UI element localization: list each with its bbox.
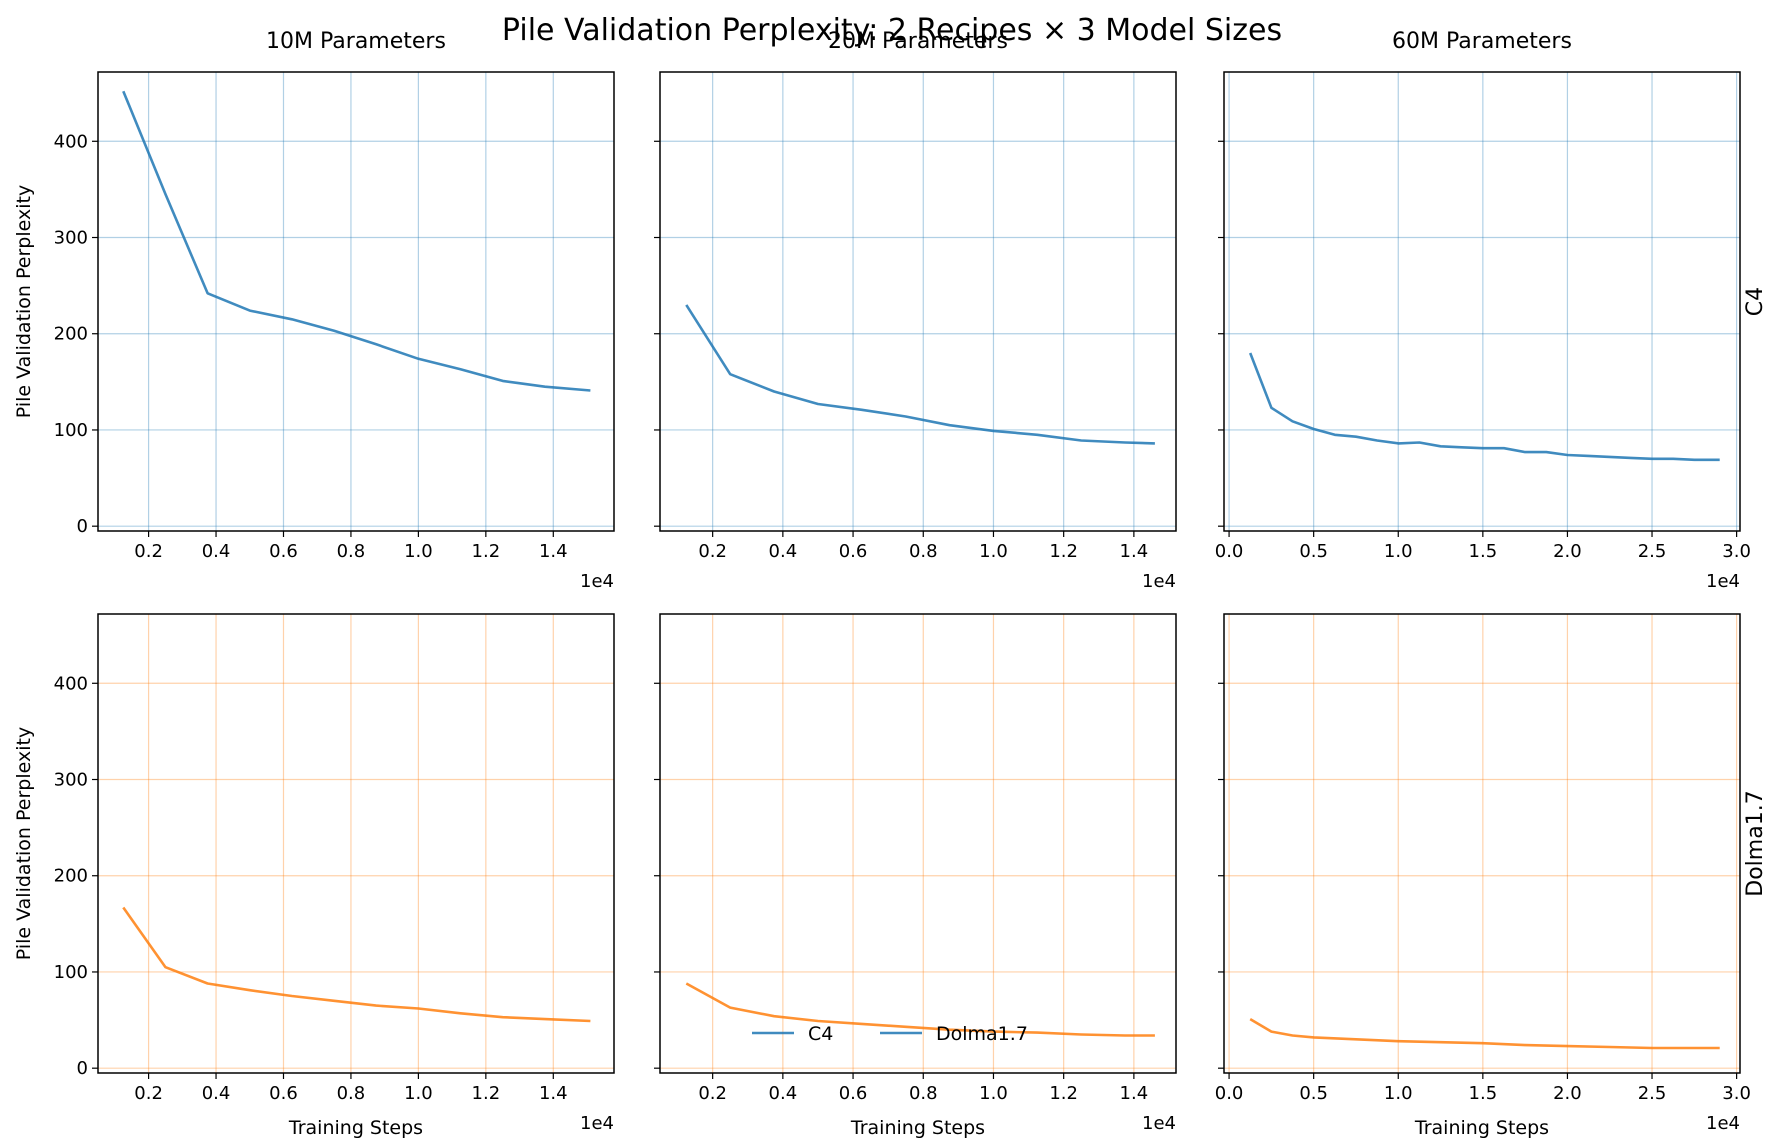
x-tick-label: 0.0 — [1215, 1083, 1244, 1104]
x-tick-label: 1.5 — [1469, 541, 1498, 562]
x-tick-label: 1.2 — [1049, 541, 1078, 562]
x-tick-label: 0.8 — [909, 1083, 938, 1104]
plot-frame — [1223, 71, 1741, 532]
x-tick-label: 0.2 — [134, 541, 163, 562]
x-tick-label: 1.4 — [539, 541, 568, 562]
x-tick-label: 1.0 — [979, 541, 1008, 562]
legend: C4 Dolma1.7 — [752, 1023, 1028, 1045]
x-tick-label: 0.6 — [839, 541, 868, 562]
y-tick-label: 200 — [54, 866, 88, 887]
series-line — [122, 90, 591, 392]
x-tick-label: 2.0 — [1553, 1083, 1582, 1104]
panel-2: 0.2 0.4 0.6 0.8 1.0 1.2 1.4 1e4 20M Parameters — [654, 29, 1177, 592]
x-tick-label: 0.2 — [134, 1083, 163, 1104]
x-tick-label: 2.5 — [1638, 541, 1667, 562]
series-line — [122, 906, 591, 1023]
figure-title: Pile Validation Perplexity: 2 Recipes × … — [502, 13, 1282, 48]
x-tick-label: 0.8 — [337, 541, 366, 562]
row-label: C4 — [1743, 287, 1768, 316]
x-tick-label: 2.0 — [1553, 541, 1582, 562]
x-axis-label: Training Steps — [850, 1117, 985, 1139]
plot-frame — [1223, 613, 1741, 1074]
column-title: 20M Parameters — [828, 29, 1008, 54]
y-tick-label: 0 — [77, 516, 88, 537]
plot-frame — [659, 71, 1177, 532]
x-tick-label: 0.4 — [202, 541, 231, 562]
series-line — [1249, 1017, 1720, 1050]
legend-label: C4 — [808, 1023, 833, 1045]
x-tick-label: 1.4 — [539, 1083, 568, 1104]
x-tick-label: 1.0 — [1384, 1083, 1413, 1104]
x-tick-label: 3.0 — [1722, 1083, 1751, 1104]
x-tick-label: 0.2 — [698, 1083, 727, 1104]
panel-3: 0.0 0.5 1.0 1.5 2.0 2.5 3.0 1e4 60M Parameters C4 — [1215, 29, 1768, 592]
y-tick-label: 400 — [54, 131, 88, 152]
x-tick-label: 1.0 — [1384, 541, 1413, 562]
series-line — [685, 982, 1155, 1037]
x-tick-label: 1.5 — [1469, 1083, 1498, 1104]
plot-frame — [659, 613, 1177, 1074]
x-axis-label: Training Steps — [1414, 1117, 1549, 1139]
x-tick-label: 0.6 — [269, 541, 298, 562]
x-tick-label: 0.6 — [269, 1083, 298, 1104]
x-multiplier-label: 1e4 — [1142, 1113, 1176, 1134]
x-multiplier-label: 1e4 — [1706, 1113, 1740, 1134]
x-axis-label: Training Steps — [288, 1117, 423, 1139]
y-axis-label: Pile Validation Perplexity — [13, 727, 35, 960]
x-tick-label: 1.2 — [472, 1083, 501, 1104]
x-tick-label: 3.0 — [1722, 541, 1751, 562]
x-tick-label: 0.4 — [769, 1083, 798, 1104]
x-tick-label: 0.5 — [1299, 541, 1328, 562]
x-tick-label: 0.4 — [202, 1083, 231, 1104]
x-tick-label: 0.8 — [337, 1083, 366, 1104]
panel-1: 0.2 0.4 0.6 0.8 1.0 1.2 1.4 0 100 200 300 400 1e4 10M… — [13, 29, 615, 592]
x-multiplier-label: 1e4 — [1706, 571, 1740, 592]
column-title: 10M Parameters — [266, 29, 446, 54]
x-tick-label: 1.2 — [472, 541, 501, 562]
x-tick-label: 2.5 — [1638, 1083, 1667, 1104]
x-tick-label: 0.2 — [698, 541, 727, 562]
column-title: 60M Parameters — [1392, 29, 1572, 54]
y-tick-label: 100 — [54, 962, 88, 983]
series-line — [685, 304, 1155, 445]
x-tick-label: 0.5 — [1299, 1083, 1328, 1104]
y-tick-label: 400 — [54, 673, 88, 694]
legend-label: Dolma1.7 — [936, 1023, 1028, 1045]
x-tick-label: 0.8 — [909, 541, 938, 562]
y-tick-label: 0 — [77, 1058, 88, 1079]
panels: 0.2 0.4 0.6 0.8 1.0 1.2 1.4 0 100 200 300 400 1e4 10M… — [13, 29, 1768, 1139]
x-tick-label: 1.0 — [404, 1083, 433, 1104]
x-tick-label: 0.6 — [839, 1083, 868, 1104]
series-line — [1248, 352, 1720, 462]
panel-5: 0.2 0.4 0.6 0.8 1.0 1.2 1.4 1e4 Training Steps — [654, 613, 1177, 1139]
y-tick-label: 300 — [54, 228, 88, 249]
y-tick-label: 300 — [54, 770, 88, 791]
plot-frame — [97, 613, 615, 1074]
x-multiplier-label: 1e4 — [580, 571, 614, 592]
y-tick-label: 100 — [54, 420, 88, 441]
x-tick-label: 1.0 — [404, 541, 433, 562]
panel-6: 0.0 0.5 1.0 1.5 2.0 2.5 3.0 1e4 Training Steps Do… — [1215, 613, 1768, 1139]
x-tick-label: 1.4 — [1120, 541, 1149, 562]
x-tick-label: 1.0 — [979, 1083, 1008, 1104]
x-tick-label: 1.2 — [1049, 1083, 1078, 1104]
panel-4: 0.2 0.4 0.6 0.8 1.0 1.2 1.4 0 100 200 300 400 1e4 Tra… — [13, 613, 615, 1139]
y-axis-label: Pile Validation Perplexity — [13, 185, 35, 418]
plot-frame — [97, 71, 615, 532]
x-tick-label: 0.0 — [1215, 541, 1244, 562]
row-label: Dolma1.7 — [1743, 790, 1768, 896]
x-multiplier-label: 1e4 — [1142, 571, 1176, 592]
x-tick-label: 1.4 — [1120, 1083, 1149, 1104]
x-multiplier-label: 1e4 — [580, 1113, 614, 1134]
x-tick-label: 0.4 — [769, 541, 798, 562]
y-tick-label: 200 — [54, 324, 88, 345]
